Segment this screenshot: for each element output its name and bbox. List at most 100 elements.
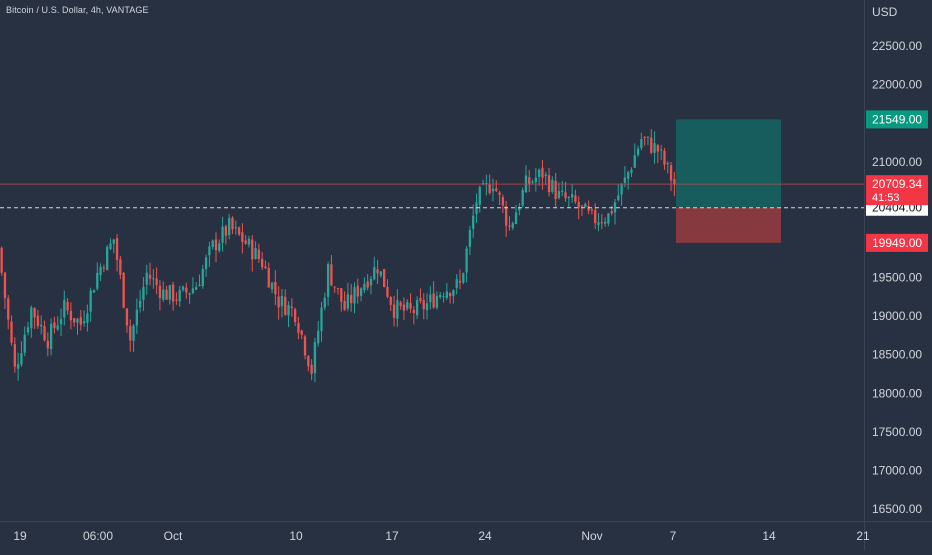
candle-body: [653, 143, 656, 153]
stop-loss-zone: [676, 207, 781, 243]
candle-body: [181, 286, 185, 290]
candle-body: [673, 178, 676, 185]
candle-body: [435, 295, 439, 308]
take-profit-zone: [676, 119, 781, 208]
candle-body: [20, 353, 23, 365]
candle-body: [165, 289, 168, 300]
candle-body: [627, 172, 630, 179]
candle-body: [208, 246, 211, 256]
candle-body: [69, 310, 73, 321]
candle-body: [221, 226, 224, 243]
candle-body: [620, 183, 623, 195]
candle-body: [501, 197, 505, 206]
candle-body: [254, 248, 257, 259]
candle-body: [660, 149, 663, 151]
candle-body: [63, 299, 66, 318]
candle-body: [251, 239, 254, 260]
candle-body: [353, 287, 356, 304]
candle-body: [3, 272, 7, 299]
candle-body: [646, 136, 650, 138]
candle-body: [567, 197, 570, 199]
candle-body: [432, 293, 435, 308]
candle-body: [185, 287, 188, 293]
candle-body: [320, 307, 323, 331]
candle-body: [498, 192, 501, 195]
candle-body: [145, 272, 148, 285]
candle-body: [293, 309, 297, 322]
candle-body: [613, 202, 617, 213]
candle-body: [0, 247, 3, 273]
candle-body: [429, 294, 432, 303]
candle-body: [43, 326, 46, 341]
candle-body: [287, 304, 290, 316]
candle-body: [10, 321, 13, 343]
candle-body: [574, 195, 577, 202]
candle-body: [518, 207, 521, 211]
time-tick-label: 10: [289, 529, 303, 543]
time-tick-label: Nov: [581, 529, 602, 543]
candle-body: [425, 303, 429, 311]
candle-body: [373, 267, 376, 280]
candle-body: [356, 285, 359, 297]
candle-body: [26, 327, 30, 333]
candle-body: [577, 202, 580, 208]
candle-body: [363, 283, 366, 291]
candle-body: [590, 209, 594, 211]
candle-body: [336, 288, 340, 290]
candle-body: [643, 137, 646, 139]
candle-body: [56, 325, 59, 330]
candle-body: [600, 222, 603, 224]
candle-body: [191, 288, 195, 293]
candle-body: [458, 280, 462, 283]
candle-body: [129, 326, 132, 341]
candle-body: [33, 308, 36, 318]
candle-body: [330, 264, 333, 286]
candle-body: [152, 278, 155, 280]
candle-body: [178, 290, 181, 302]
candle-body: [300, 330, 303, 335]
candle-body: [359, 288, 363, 296]
candle-body: [442, 296, 445, 298]
candle-body: [155, 278, 158, 286]
time-tick-label: Oct: [164, 529, 183, 543]
price-tick-label: 17000.00: [872, 463, 922, 477]
candle-body: [59, 319, 63, 325]
candle-body: [610, 211, 613, 214]
candle-body: [534, 177, 538, 183]
candle-body: [99, 266, 102, 275]
candles-group: [0, 129, 676, 383]
candle-body: [92, 290, 96, 293]
candle-body: [89, 290, 92, 312]
candle-body: [594, 210, 597, 224]
candle-body: [333, 286, 336, 288]
candle-body: [76, 318, 79, 323]
time-tick-label: 19: [13, 529, 27, 543]
candle-body: [409, 303, 412, 309]
candle-body: [122, 272, 125, 308]
candle-body: [389, 296, 392, 305]
candle-body: [376, 269, 379, 274]
candle-body: [73, 318, 76, 323]
candle-body: [640, 139, 643, 149]
candle-body: [267, 268, 270, 288]
candle-body: [326, 264, 330, 297]
candle-body: [528, 177, 531, 185]
candle-body: [13, 344, 16, 367]
candle-body: [468, 230, 472, 247]
candle-body: [340, 288, 343, 302]
candle-body: [303, 336, 307, 356]
candle-body: [277, 296, 280, 308]
candle-body: [30, 307, 33, 329]
candle-body: [290, 306, 293, 308]
candle-body: [175, 299, 178, 301]
time-tick-label: 21: [856, 529, 870, 543]
candle-body: [412, 309, 415, 313]
candle-body: [106, 246, 109, 271]
candle-body: [666, 162, 669, 165]
candle-body: [7, 298, 10, 320]
candle-body: [86, 313, 89, 323]
time-tick-label: 17: [385, 529, 399, 543]
